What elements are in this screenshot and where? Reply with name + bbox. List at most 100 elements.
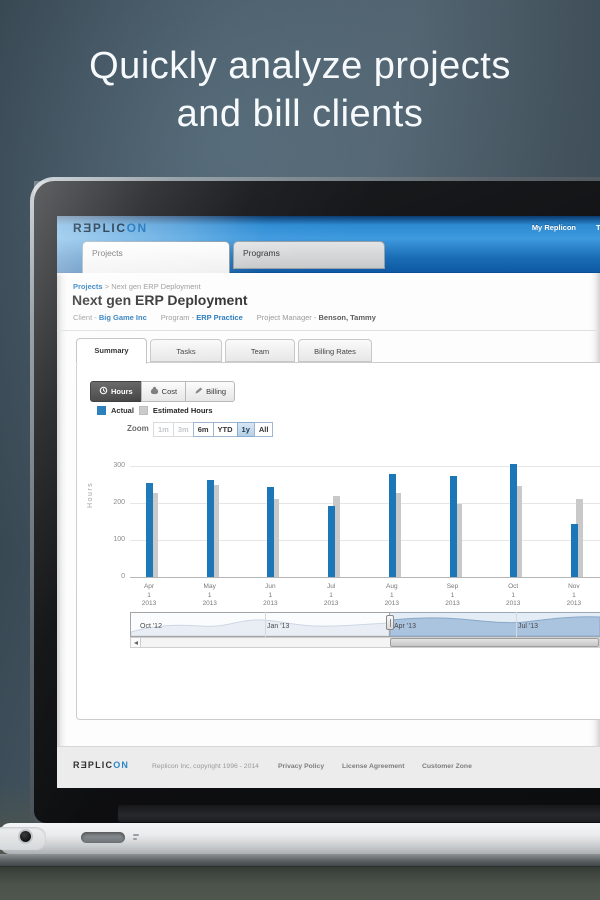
left-triangle-icon — [134, 641, 138, 645]
laptop-hinge — [118, 805, 600, 822]
x-axis-label-7: Nov 1 2013 — [566, 583, 582, 607]
meta-label: Program - — [160, 313, 197, 322]
zoom-button-1m: 1m — [153, 422, 174, 437]
breadcrumb-separator: > — [104, 282, 110, 291]
mic-dot — [133, 834, 139, 836]
cost-view-button[interactable]: Cost — [140, 381, 187, 402]
y-tick-label-200: 200 — [113, 499, 125, 506]
bar-actual-5 — [449, 475, 457, 577]
zoom-button-all[interactable]: All — [253, 422, 274, 437]
money-bag-icon — [150, 386, 159, 397]
sub-tab-tasks[interactable]: Tasks — [150, 339, 222, 362]
logo-text-accent: ON — [126, 221, 148, 235]
navigator-label-1: Jan '13 — [267, 623, 290, 630]
y-tick-label-0: 0 — [121, 573, 125, 580]
y-axis-title: Hours — [87, 481, 94, 508]
zoom-button-ytd[interactable]: YTD — [212, 422, 238, 437]
logo-text-dark: RƎPLIC — [73, 221, 127, 235]
hero-line-2: and bill clients — [176, 93, 424, 135]
y-tick-label-100: 100 — [113, 536, 125, 543]
laptop-screen: RƎPLICON My Replicon T Projects Programs … — [57, 216, 600, 788]
bar-actual-3 — [328, 505, 336, 577]
bar-actual-6 — [510, 464, 518, 577]
bar-estimated-1 — [211, 485, 219, 577]
clock-icon — [99, 386, 108, 397]
view-toggle-group: Hours Cost Billing — [90, 381, 236, 402]
meta-label: Client - — [73, 313, 99, 322]
navigator-selected-range[interactable] — [389, 612, 600, 637]
project-meta-row: Client - Big Game Inc Program - ERP Pract… — [73, 313, 390, 322]
replicon-logo: RƎPLICON — [73, 221, 148, 235]
zoom-button-6m[interactable]: 6m — [192, 422, 214, 437]
headphone-jack — [20, 831, 31, 842]
navigator-unselected-range[interactable] — [130, 612, 390, 637]
meta-client: Client - Big Game Inc — [73, 313, 147, 322]
billing-view-button[interactable]: Billing — [185, 381, 236, 402]
hours-view-button[interactable]: Hours — [90, 381, 142, 402]
legend-swatch-actual — [97, 406, 106, 415]
page-title: Next gen ERP Deployment — [72, 292, 248, 308]
breadcrumb-projects-link[interactable]: Projects — [73, 282, 103, 291]
footer-link-privacy-policy[interactable]: Privacy Policy — [278, 763, 325, 770]
hero-heading: Quickly analyze projects and bill client… — [0, 42, 600, 138]
navigator-label-3: Jul '13 — [518, 623, 539, 630]
sub-tab-team[interactable]: Team — [225, 339, 295, 362]
meta-value: Benson, Tammy — [318, 313, 376, 322]
navigator-tick — [265, 612, 266, 637]
navigator-handle[interactable] — [386, 615, 394, 630]
view-button-label: Cost — [161, 387, 178, 396]
bar-estimated-7 — [575, 498, 583, 577]
x-axis-line — [130, 577, 600, 578]
x-axis-label-4: Aug 1 2013 — [384, 583, 400, 607]
footer-link-customer-zone[interactable]: Customer Zone — [422, 763, 472, 770]
bar-actual-1 — [206, 480, 214, 577]
header-divider — [57, 330, 600, 331]
gridline-100 — [130, 540, 600, 541]
view-button-label: Hours — [111, 387, 133, 396]
zoom-button-group: 1m 3m 6m YTD 1y All — [153, 422, 274, 437]
bar-actual-4 — [388, 474, 396, 577]
sub-tab-summary[interactable]: Summary — [76, 338, 147, 364]
x-axis-label-5: Sep 1 2013 — [445, 583, 460, 607]
x-axis-label-3: Jul 1 2013 — [323, 583, 339, 607]
navigator-label-0: Oct '12 — [140, 623, 162, 630]
navigator-label-2: Apr '13 — [394, 623, 416, 630]
bar-actual-0 — [146, 482, 153, 577]
view-button-label: Billing — [206, 387, 227, 396]
footer-replicon-logo: RƎPLICON — [73, 760, 129, 770]
navigator-selected-curve — [389, 616, 600, 637]
bar-estimated-0 — [151, 493, 158, 577]
hero-line-1: Quickly analyze projects — [89, 45, 511, 87]
main-tab-programs[interactable]: Programs — [233, 241, 385, 269]
app-footer: RƎPLICON Replicon Inc, copyright 1996 - … — [57, 746, 600, 788]
breadcrumb-current: Next gen ERP Deployment — [111, 282, 201, 291]
footer-link-license-agreement[interactable]: License Agreement — [342, 763, 405, 770]
scrollbar-left-arrow[interactable] — [130, 637, 141, 648]
laptop-shadow — [0, 866, 600, 900]
meta-value-link[interactable]: ERP Practice — [196, 313, 243, 322]
footer-copyright: Replicon Inc, copyright 1996 - 2014 — [152, 763, 259, 770]
sub-tab-billing-rates[interactable]: Billing Rates — [298, 339, 372, 362]
chart-scrollbar-thumb[interactable] — [390, 638, 599, 647]
my-replicon-link[interactable]: My Replicon — [531, 223, 576, 232]
footer-logo-dark: RƎPLIC — [73, 760, 114, 770]
x-axis-label-1: May 1 2013 — [202, 583, 217, 607]
bar-estimated-6 — [515, 485, 523, 577]
app-header: RƎPLICON My Replicon T Projects Programs — [57, 216, 600, 276]
bar-estimated-2 — [272, 498, 280, 577]
legend-label: Estimated Hours — [152, 406, 213, 415]
clipped-nav-fragment: T — [596, 223, 600, 232]
zoom-button-3m: 3m — [172, 422, 194, 437]
bar-actual-2 — [267, 487, 275, 577]
y-tick-label-300: 300 — [113, 462, 125, 469]
x-axis-label-0: Apr 1 2013 — [141, 583, 157, 607]
legend-label: Actual — [111, 406, 134, 415]
zoom-button-1y[interactable]: 1y — [236, 422, 255, 437]
gridline-300 — [130, 466, 600, 467]
main-tab-projects[interactable]: Projects — [82, 241, 230, 273]
mic-dot — [133, 838, 137, 840]
bar-actual-7 — [570, 524, 578, 577]
zoom-label: Zoom — [127, 424, 149, 433]
meta-value-link[interactable]: Big Game Inc — [98, 313, 147, 322]
navigator-preview-curve — [130, 619, 390, 637]
